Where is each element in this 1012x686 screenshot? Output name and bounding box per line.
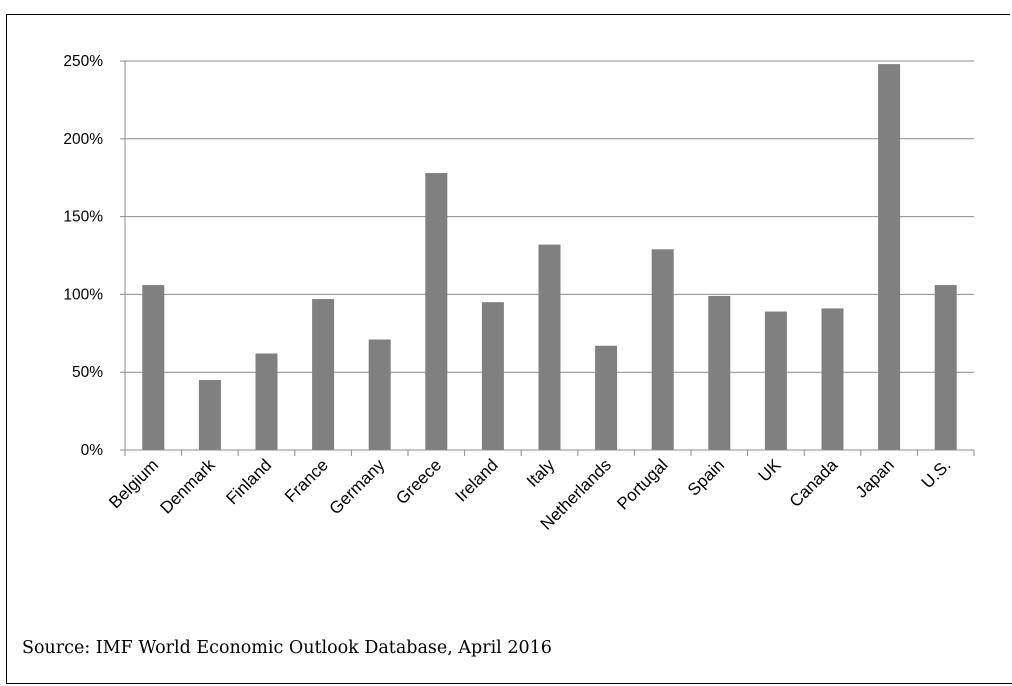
- bar: [764, 311, 787, 450]
- bar: [255, 353, 278, 450]
- x-category-label: Ireland: [452, 455, 502, 505]
- x-category-label: Belgium: [105, 455, 162, 512]
- bar: [198, 379, 221, 450]
- x-category-label: France: [281, 455, 332, 506]
- bar: [708, 295, 731, 450]
- bar: [481, 302, 504, 450]
- x-category-label: Canada: [786, 455, 842, 511]
- y-tick-label: 250%: [63, 53, 103, 70]
- figure-frame: [6, 14, 1010, 684]
- source-note: Source: IMF World Economic Outlook Datab…: [22, 638, 552, 658]
- x-category-label: Finland: [222, 455, 275, 508]
- x-category-label: Greece: [392, 455, 445, 508]
- bar: [425, 173, 448, 451]
- y-tick-label: 150%: [63, 209, 103, 226]
- x-category-label: Denmark: [157, 455, 220, 518]
- x-category-label: Japan: [852, 455, 898, 501]
- bar: [651, 249, 674, 450]
- x-category-label: Italy: [523, 455, 559, 491]
- x-category-label: Portugal: [613, 455, 671, 513]
- x-category-label: Germany: [326, 455, 389, 518]
- bar: [878, 64, 901, 450]
- bar: [538, 244, 561, 450]
- y-tick-label: 50%: [72, 364, 103, 381]
- bar: [821, 308, 844, 450]
- bar: [312, 299, 335, 450]
- y-tick-label: 0%: [81, 442, 104, 459]
- bar: [368, 339, 391, 450]
- x-category-label: U.S.: [918, 455, 955, 492]
- bar: [934, 285, 957, 450]
- bar: [595, 345, 618, 450]
- y-tick-label: 100%: [63, 286, 103, 303]
- x-category-label: Spain: [684, 455, 728, 499]
- bar: [142, 285, 165, 450]
- x-category-label: UK: [755, 455, 786, 486]
- frame-bottom-border: [6, 683, 1012, 684]
- y-tick-label: 200%: [63, 131, 103, 148]
